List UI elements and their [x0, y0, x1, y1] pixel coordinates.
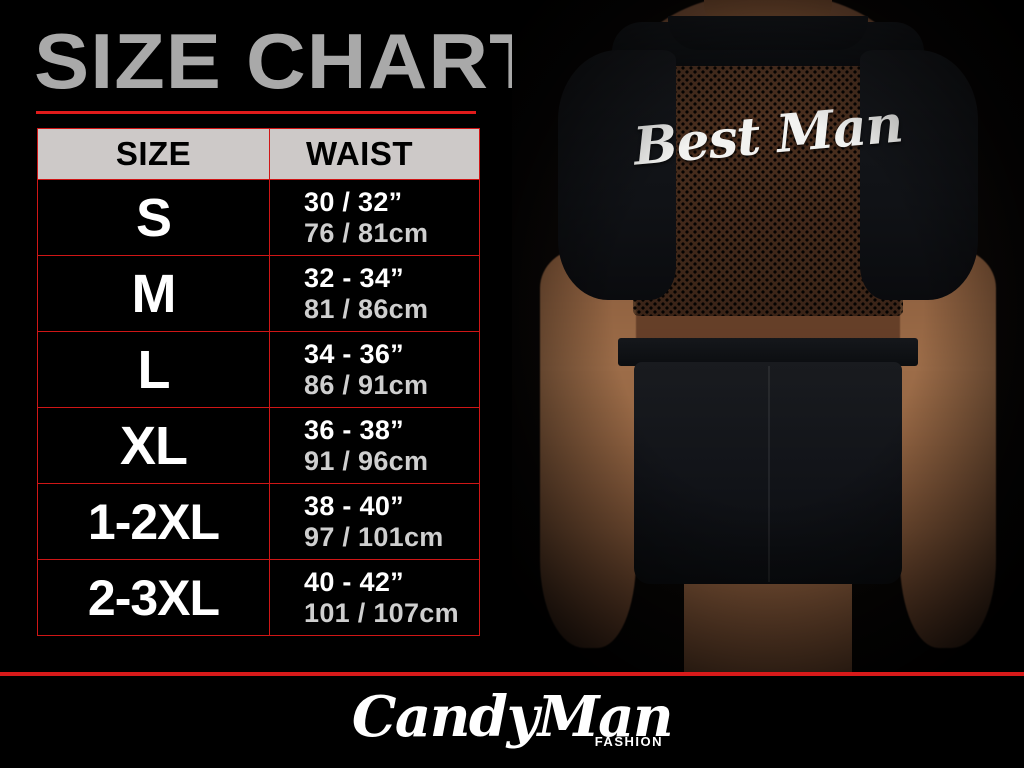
page-title: SIZE CHART — [34, 17, 541, 105]
waist-centimeters: 97 / 101cm — [304, 521, 444, 552]
title-underline-rule — [36, 111, 476, 114]
shirt-collar — [668, 16, 868, 50]
size-label: 1-2XL — [37, 483, 270, 560]
table-row: S 30 / 32” 76 / 81cm — [37, 179, 480, 256]
table-header-row: SIZE WAIST — [37, 128, 480, 180]
waist-centimeters: 101 / 107cm — [304, 597, 459, 628]
waist-centimeters: 81 / 86cm — [304, 293, 429, 324]
size-label: S — [37, 179, 270, 256]
table-row: 2-3XL 40 - 42” 101 / 107cm — [37, 559, 480, 636]
waist-value: 34 - 36” 86 / 91cm — [269, 331, 480, 408]
table-row: 1-2XL 38 - 40” 97 / 101cm — [37, 483, 480, 560]
size-chart-panel: SIZE CHART SIZE WAIST S 30 / 32” 76 / 81… — [0, 0, 541, 675]
apron-center-seam — [768, 366, 770, 582]
waist-inches: 30 / 32” — [304, 186, 403, 217]
brand-logo: CandyMan FASHION — [347, 684, 677, 760]
table-row: XL 36 - 38” 91 / 96cm — [37, 407, 480, 484]
waist-inches: 34 - 36” — [304, 338, 404, 369]
footer-bar: CandyMan FASHION — [0, 676, 1024, 768]
waist-centimeters: 91 / 96cm — [304, 445, 429, 476]
footer-divider-rule — [0, 672, 1024, 676]
waist-value: 36 - 38” 91 / 96cm — [269, 407, 480, 484]
product-photo: Best Man — [512, 0, 1024, 675]
waist-value: 30 / 32” 76 / 81cm — [269, 179, 480, 256]
brand-tagline: FASHION — [594, 734, 663, 749]
size-label: XL — [37, 407, 270, 484]
brand-name: CandyMan — [351, 684, 674, 750]
waist-value: 38 - 40” 97 / 101cm — [269, 483, 480, 560]
waist-value: 32 - 34” 81 / 86cm — [269, 255, 480, 332]
column-header-size: SIZE — [37, 128, 270, 180]
waist-centimeters: 86 / 91cm — [304, 369, 429, 400]
size-chart-table: SIZE WAIST S 30 / 32” 76 / 81cm M 32 - 3… — [37, 128, 480, 636]
waist-inches: 40 - 42” — [304, 566, 404, 597]
table-row: L 34 - 36” 86 / 91cm — [37, 331, 480, 408]
size-label: M — [37, 255, 270, 332]
size-label: L — [37, 331, 270, 408]
column-header-waist: WAIST — [269, 128, 480, 180]
waist-inches: 36 - 38” — [304, 414, 404, 445]
table-row: M 32 - 34” 81 / 86cm — [37, 255, 480, 332]
waist-centimeters: 76 / 81cm — [304, 217, 429, 248]
waist-inches: 38 - 40” — [304, 490, 404, 521]
waist-value: 40 - 42” 101 / 107cm — [269, 559, 480, 636]
shirt-sleeve-right — [860, 50, 978, 300]
waist-inches: 32 - 34” — [304, 262, 404, 293]
size-label: 2-3XL — [37, 559, 270, 636]
